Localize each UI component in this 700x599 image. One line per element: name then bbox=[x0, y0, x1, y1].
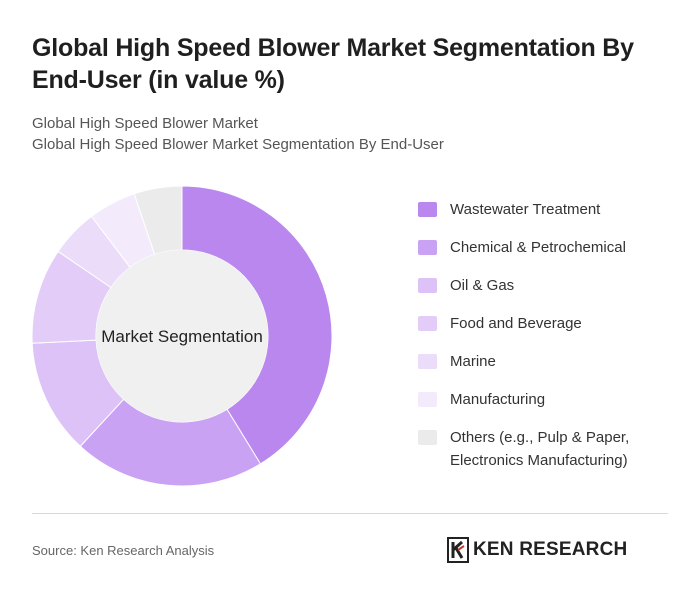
legend-swatch bbox=[418, 316, 437, 331]
donut-chart-area: Market Segmentation bbox=[0, 170, 380, 500]
legend-label: Oil & Gas bbox=[450, 277, 515, 294]
footer-divider bbox=[32, 513, 668, 514]
source-note: Source: Ken Research Analysis bbox=[32, 543, 215, 558]
legend-item: Wastewater Treatment bbox=[418, 198, 688, 221]
donut-hole bbox=[96, 250, 268, 422]
legend-label: Manufacturing bbox=[450, 391, 546, 408]
legend-item: Others (e.g., Pulp & Paper, Electronics … bbox=[418, 426, 688, 472]
legend-swatch bbox=[418, 202, 437, 217]
chart-title: Global High Speed Blower Market Segmenta… bbox=[32, 34, 634, 94]
legend-swatch bbox=[418, 240, 437, 255]
legend-label: Wastewater Treatment bbox=[450, 201, 601, 218]
ken-research-logo-text: KEN RESEARCH bbox=[473, 539, 628, 560]
legend-swatch bbox=[418, 354, 437, 369]
legend-label: Chemical & Petrochemical bbox=[450, 239, 626, 256]
legend-item: Food and Beverage bbox=[418, 312, 688, 335]
legend-item: Oil & Gas bbox=[418, 274, 688, 297]
subtitle-line-2: Global High Speed Blower Market Segmenta… bbox=[32, 136, 444, 153]
subtitle-line-1: Global High Speed Blower Market bbox=[32, 115, 258, 132]
legend-item: Chemical & Petrochemical bbox=[418, 236, 688, 259]
legend-swatch bbox=[418, 430, 437, 445]
donut-center-label: Market Segmentation bbox=[101, 327, 263, 346]
chart-subtitle: Global High Speed Blower Market Global H… bbox=[32, 113, 444, 155]
legend-label: Others (e.g., Pulp & Paper, Electronics … bbox=[450, 429, 630, 469]
legend-item: Marine bbox=[418, 350, 688, 373]
chart-legend: Wastewater Treatment Chemical & Petrochem… bbox=[418, 198, 688, 472]
ken-research-logo-icon bbox=[447, 537, 469, 563]
ken-research-logo: KEN RESEARCH bbox=[447, 536, 627, 564]
legend-item: Manufacturing bbox=[418, 388, 688, 411]
legend-swatch bbox=[418, 278, 437, 293]
legend-swatch bbox=[418, 392, 437, 407]
legend-label: Food and Beverage bbox=[450, 315, 582, 332]
legend-label: Marine bbox=[450, 353, 496, 370]
donut-chart: Market Segmentation bbox=[31, 185, 333, 487]
